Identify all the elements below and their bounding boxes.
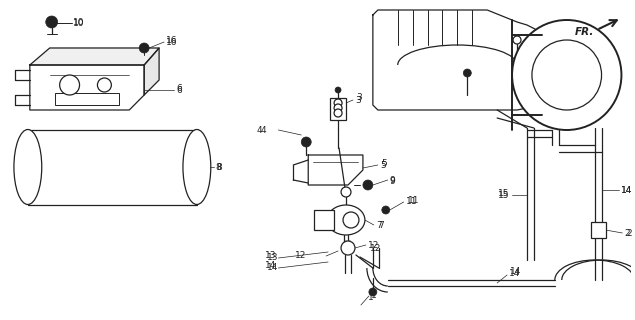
- Polygon shape: [308, 155, 363, 185]
- Circle shape: [512, 20, 622, 130]
- Circle shape: [334, 104, 342, 112]
- Bar: [591, 222, 606, 238]
- Text: FR.: FR.: [575, 27, 594, 37]
- Text: 7: 7: [378, 220, 384, 229]
- Circle shape: [382, 206, 390, 214]
- Text: 1: 1: [368, 293, 374, 302]
- Text: 11: 11: [406, 196, 417, 205]
- Text: 10: 10: [72, 18, 84, 27]
- Circle shape: [301, 137, 311, 147]
- Polygon shape: [30, 65, 144, 110]
- Text: 13: 13: [267, 253, 278, 262]
- Text: 12: 12: [368, 241, 379, 250]
- Polygon shape: [30, 48, 159, 65]
- Text: 15: 15: [498, 188, 509, 197]
- Circle shape: [464, 69, 471, 77]
- Text: 3: 3: [355, 95, 361, 105]
- Circle shape: [335, 87, 341, 93]
- Text: 11: 11: [408, 196, 419, 204]
- Text: 10: 10: [72, 19, 84, 28]
- Text: 1: 1: [371, 292, 377, 300]
- Text: 6: 6: [176, 84, 182, 92]
- Circle shape: [363, 180, 373, 190]
- Text: 9: 9: [390, 177, 396, 186]
- Circle shape: [369, 288, 377, 296]
- Text: 7: 7: [376, 220, 382, 229]
- Text: 3: 3: [356, 92, 362, 101]
- Circle shape: [532, 40, 601, 110]
- Bar: [28, 130, 197, 205]
- Ellipse shape: [327, 205, 365, 235]
- Text: 8: 8: [217, 163, 222, 172]
- Bar: [55, 93, 119, 105]
- Text: 14: 14: [265, 261, 276, 270]
- Text: 14: 14: [510, 267, 521, 276]
- Text: 16: 16: [166, 36, 178, 44]
- Circle shape: [341, 241, 355, 255]
- Circle shape: [97, 78, 111, 92]
- Circle shape: [334, 109, 342, 117]
- Circle shape: [139, 43, 149, 53]
- Text: 14: 14: [509, 268, 521, 277]
- Text: 6: 6: [176, 85, 182, 94]
- Text: 13: 13: [265, 252, 276, 260]
- Text: 9: 9: [390, 175, 396, 185]
- Circle shape: [46, 16, 58, 28]
- Text: 14: 14: [267, 263, 278, 273]
- Text: 8: 8: [216, 163, 222, 172]
- Text: 5: 5: [380, 161, 385, 170]
- Text: 12: 12: [370, 244, 381, 252]
- Text: 5: 5: [381, 158, 387, 167]
- Circle shape: [60, 75, 79, 95]
- Text: 14: 14: [622, 186, 633, 195]
- Text: 15: 15: [498, 190, 509, 199]
- Text: 14: 14: [622, 186, 633, 195]
- Ellipse shape: [183, 130, 211, 204]
- Polygon shape: [144, 48, 159, 95]
- Text: 16: 16: [166, 37, 178, 46]
- Ellipse shape: [14, 130, 42, 204]
- Circle shape: [343, 212, 359, 228]
- Text: 2: 2: [626, 228, 632, 237]
- Bar: [330, 98, 346, 120]
- Text: 4: 4: [257, 125, 262, 134]
- Circle shape: [341, 187, 351, 197]
- Text: 2: 2: [624, 228, 630, 237]
- Text: 12: 12: [295, 252, 306, 260]
- Text: 4: 4: [261, 125, 267, 134]
- Polygon shape: [373, 10, 542, 110]
- Circle shape: [334, 99, 342, 107]
- Circle shape: [513, 36, 521, 44]
- Bar: [314, 210, 334, 230]
